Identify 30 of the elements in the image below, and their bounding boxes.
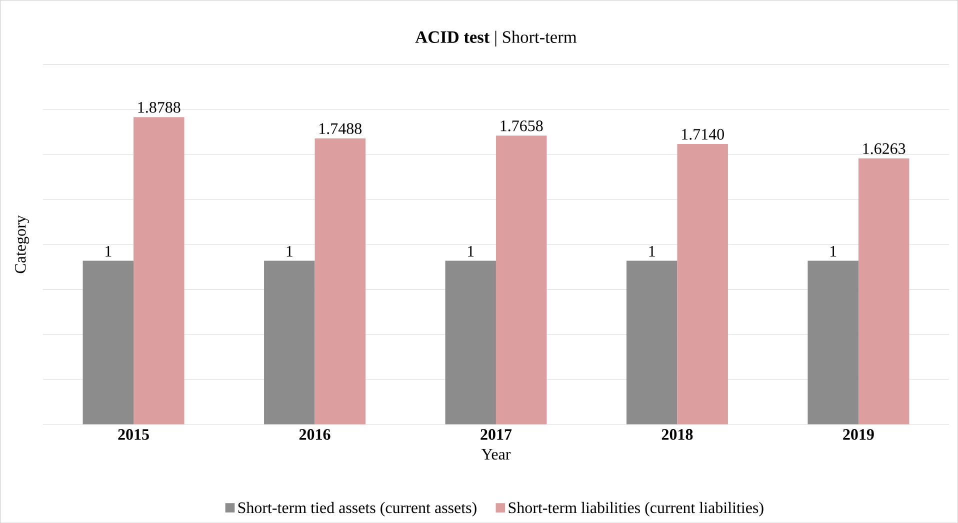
data-label: 1.6263: [863, 143, 906, 154]
data-label: 1.7658: [500, 120, 543, 132]
data-label: 1: [286, 246, 292, 256]
x-tick-label: 2016: [299, 428, 330, 440]
x-tick-label: 2018: [662, 428, 693, 440]
data-label: 1.7488: [320, 123, 362, 134]
bar: [264, 260, 315, 424]
data-label: 1.7140: [682, 128, 724, 140]
bar: [858, 158, 910, 424]
data-label: 1.8788: [138, 102, 180, 113]
bar: [82, 260, 134, 424]
bar: [808, 260, 858, 424]
x-tick-label: 2015: [118, 428, 149, 440]
x-axis-title: Year: [481, 448, 511, 460]
bar: [626, 260, 678, 424]
legend-label: Short-term tied assets (current assets): [238, 502, 476, 516]
data-label: 1: [468, 246, 474, 256]
y-axis-title: Category: [15, 215, 30, 274]
x-tick-label: 2017: [480, 428, 512, 440]
chart-title: ACID test | Short-term: [415, 30, 577, 46]
data-label: 1: [106, 246, 112, 256]
bar: [445, 260, 496, 424]
data-label: 1: [649, 246, 655, 256]
x-tick-label: 2019: [843, 428, 874, 440]
bar: [314, 138, 366, 424]
data-label: 1: [830, 246, 836, 256]
bar: [677, 144, 728, 424]
bar: [134, 116, 184, 424]
bar: [496, 135, 547, 424]
legend-label: Short-term liabilities (current liabilities): [508, 502, 764, 516]
